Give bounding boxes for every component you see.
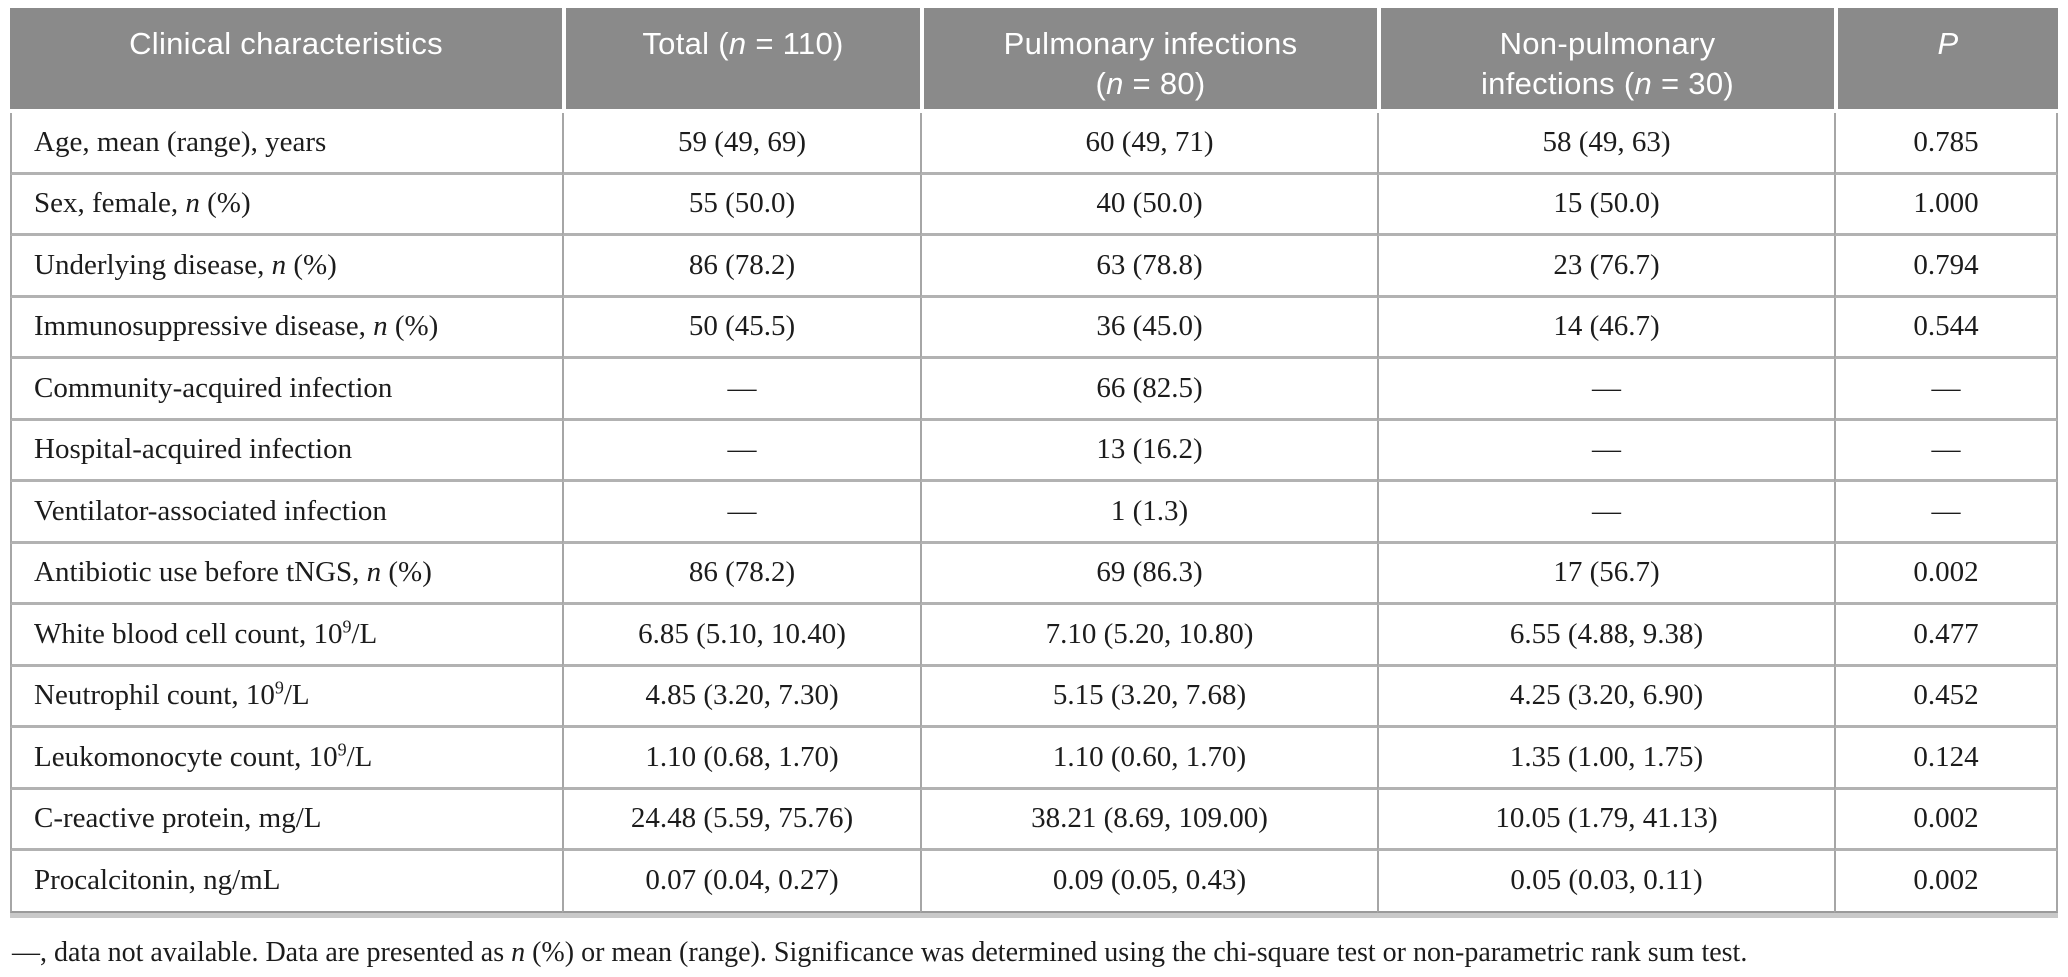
non-pulmonary-value-cell: — (1377, 420, 1834, 482)
table-row: Neutrophil count, 109/L 4.85 (3.20, 7.30… (10, 666, 2058, 728)
pulmonary-value-cell: 7.10 (5.20, 10.80) (920, 605, 1377, 667)
column-header-clinical-characteristics: Clinical characteristics (10, 8, 562, 113)
pulmonary-value-cell: 66 (82.5) (920, 359, 1377, 421)
pulmonary-value-cell: 1.10 (0.60, 1.70) (920, 728, 1377, 790)
table-row: Ventilator-associated infection — 1 (1.3… (10, 482, 2058, 544)
header-row: Clinical characteristics Total (n = 110)… (10, 8, 2058, 113)
table-row: Age, mean (range), years 59 (49, 69) 60 … (10, 113, 2058, 175)
row-label-cell: Leukomonocyte count, 109/L (10, 728, 562, 790)
table-row: Immunosuppressive disease, n (%) 50 (45.… (10, 297, 2058, 359)
non-pulmonary-value-cell: — (1377, 359, 1834, 421)
total-value-cell: 1.10 (0.68, 1.70) (562, 728, 920, 790)
non-pulmonary-value-cell: 58 (49, 63) (1377, 113, 1834, 175)
table-body: Age, mean (range), years 59 (49, 69) 60 … (10, 113, 2058, 913)
non-pulmonary-value-cell: 4.25 (3.20, 6.90) (1377, 666, 1834, 728)
p-value-cell: 0.002 (1834, 851, 2058, 913)
p-value-cell: 0.544 (1834, 297, 2058, 359)
total-value-cell: 4.85 (3.20, 7.30) (562, 666, 920, 728)
row-label-cell: Community-acquired infection (10, 359, 562, 421)
clinical-characteristics-table: Clinical characteristics Total (n = 110)… (10, 8, 2058, 913)
table-row: Hospital-acquired infection — 13 (16.2) … (10, 420, 2058, 482)
row-label-cell: Age, mean (range), years (10, 113, 562, 175)
total-value-cell: 55 (50.0) (562, 174, 920, 236)
table-row: Antibiotic use before tNGS, n (%) 86 (78… (10, 543, 2058, 605)
pulmonary-value-cell: 60 (49, 71) (920, 113, 1377, 175)
non-pulmonary-value-cell: 17 (56.7) (1377, 543, 1834, 605)
total-value-cell: 24.48 (5.59, 75.76) (562, 789, 920, 851)
pulmonary-value-cell: 63 (78.8) (920, 236, 1377, 298)
row-label-cell: Neutrophil count, 109/L (10, 666, 562, 728)
non-pulmonary-value-cell: 6.55 (4.88, 9.38) (1377, 605, 1834, 667)
pulmonary-value-cell: 36 (45.0) (920, 297, 1377, 359)
p-value-cell: 0.785 (1834, 113, 2058, 175)
pulmonary-value-cell: 5.15 (3.20, 7.68) (920, 666, 1377, 728)
pulmonary-value-cell: 40 (50.0) (920, 174, 1377, 236)
p-value-cell: 0.477 (1834, 605, 2058, 667)
p-value-cell: 0.002 (1834, 543, 2058, 605)
non-pulmonary-value-cell: 1.35 (1.00, 1.75) (1377, 728, 1834, 790)
table-row: Underlying disease, n (%) 86 (78.2) 63 (… (10, 236, 2058, 298)
non-pulmonary-value-cell: 0.05 (0.03, 0.11) (1377, 851, 1834, 913)
total-value-cell: 86 (78.2) (562, 236, 920, 298)
pulmonary-value-cell: 38.21 (8.69, 109.00) (920, 789, 1377, 851)
p-value-cell: — (1834, 359, 2058, 421)
pulmonary-value-cell: 1 (1.3) (920, 482, 1377, 544)
row-label-cell: White blood cell count, 109/L (10, 605, 562, 667)
table-row: White blood cell count, 109/L 6.85 (5.10… (10, 605, 2058, 667)
column-header-total: Total (n = 110) (562, 8, 920, 113)
table-row: Sex, female, n (%) 55 (50.0) 40 (50.0) 1… (10, 174, 2058, 236)
p-value-cell: 0.794 (1834, 236, 2058, 298)
table-row: Community-acquired infection — 66 (82.5)… (10, 359, 2058, 421)
non-pulmonary-value-cell: 10.05 (1.79, 41.13) (1377, 789, 1834, 851)
table-row: C-reactive protein, mg/L 24.48 (5.59, 75… (10, 789, 2058, 851)
row-label-cell: Sex, female, n (%) (10, 174, 562, 236)
non-pulmonary-value-cell: 14 (46.7) (1377, 297, 1834, 359)
column-header-non-pulmonary-infections: Non-pulmonary infections (n = 30) (1377, 8, 1834, 113)
pulmonary-value-cell: 69 (86.3) (920, 543, 1377, 605)
total-value-cell: — (562, 482, 920, 544)
p-value-cell: 0.002 (1834, 789, 2058, 851)
row-label-cell: Immunosuppressive disease, n (%) (10, 297, 562, 359)
total-value-cell: — (562, 420, 920, 482)
total-value-cell: — (562, 359, 920, 421)
column-header-pulmonary-infections: Pulmonary infections (n = 80) (920, 8, 1377, 113)
non-pulmonary-value-cell: 15 (50.0) (1377, 174, 1834, 236)
p-value-cell: 0.452 (1834, 666, 2058, 728)
non-pulmonary-value-cell: — (1377, 482, 1834, 544)
total-value-cell: 59 (49, 69) (562, 113, 920, 175)
p-value-cell: — (1834, 482, 2058, 544)
non-pulmonary-value-cell: 23 (76.7) (1377, 236, 1834, 298)
row-label-cell: C-reactive protein, mg/L (10, 789, 562, 851)
p-value-cell: 0.124 (1834, 728, 2058, 790)
row-label-cell: Underlying disease, n (%) (10, 236, 562, 298)
row-label-cell: Ventilator-associated infection (10, 482, 562, 544)
row-label-cell: Antibiotic use before tNGS, n (%) (10, 543, 562, 605)
total-value-cell: 6.85 (5.10, 10.40) (562, 605, 920, 667)
row-label-cell: Hospital-acquired infection (10, 420, 562, 482)
pulmonary-value-cell: 0.09 (0.05, 0.43) (920, 851, 1377, 913)
column-header-p-value: P (1834, 8, 2058, 113)
p-value-cell: — (1834, 420, 2058, 482)
table-footnote: —, data not available. Data are presente… (12, 936, 1748, 968)
table-row: Procalcitonin, ng/mL 0.07 (0.04, 0.27) 0… (10, 851, 2058, 913)
pulmonary-value-cell: 13 (16.2) (920, 420, 1377, 482)
p-value-cell: 1.000 (1834, 174, 2058, 236)
total-value-cell: 86 (78.2) (562, 543, 920, 605)
total-value-cell: 50 (45.5) (562, 297, 920, 359)
table-bottom-rule (10, 912, 2058, 918)
table-row: Leukomonocyte count, 109/L 1.10 (0.68, 1… (10, 728, 2058, 790)
row-label-cell: Procalcitonin, ng/mL (10, 851, 562, 913)
total-value-cell: 0.07 (0.04, 0.27) (562, 851, 920, 913)
